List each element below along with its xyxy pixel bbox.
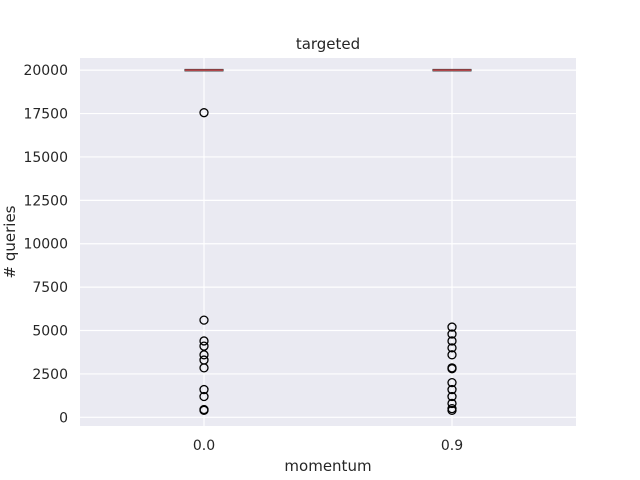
y-axis-ticks: 0 2500 5000 7500 10000 12500 15000 17500 20000: [23, 63, 68, 426]
outlier-point: [447, 329, 457, 339]
y-tick-label: 2500: [32, 367, 68, 383]
outlier-point: [447, 384, 457, 395]
outlier-point: [199, 391, 209, 402]
y-tick-label: 0: [59, 410, 68, 426]
y-axis-label: # queries: [1, 205, 19, 278]
x-tick-label: 0.9: [441, 438, 463, 454]
chart-title: targeted: [296, 35, 360, 53]
outlier-point: [199, 108, 209, 118]
outlier-point: [447, 405, 457, 416]
plot-area: [80, 58, 576, 426]
outlier-point: [447, 336, 457, 346]
x-axis-label: momentum: [284, 457, 371, 475]
y-tick-label: 10000: [23, 237, 68, 253]
y-tick-label: 20000: [23, 63, 68, 79]
outlier-point: [199, 315, 209, 325]
outlier-point: [199, 405, 209, 416]
y-tick-label: 7500: [32, 280, 68, 296]
y-tick-label: 5000: [32, 324, 68, 340]
outlier-point: [447, 322, 457, 332]
outlier-point: [199, 336, 209, 346]
outlier-point: [199, 384, 209, 395]
outlier-point: [447, 398, 457, 409]
y-tick-label: 17500: [23, 107, 68, 123]
outlier-point: [447, 377, 457, 388]
outlier-point: [199, 350, 209, 360]
y-tick-label: 15000: [23, 150, 68, 166]
box-layer: [184, 68, 472, 416]
box-0.9: [432, 68, 472, 416]
outlier-point: [447, 364, 457, 374]
outlier-point: [447, 343, 457, 353]
x-axis-ticks: 0.0 0.9: [193, 438, 463, 454]
y-tick-label: 12500: [23, 193, 68, 209]
outlier-point: [447, 350, 457, 360]
outlier-point: [199, 363, 209, 373]
outlier-point: [447, 391, 457, 402]
x-tick-label: 0.0: [193, 438, 215, 454]
outlier-point: [199, 341, 209, 351]
box-0.0: [184, 68, 224, 416]
